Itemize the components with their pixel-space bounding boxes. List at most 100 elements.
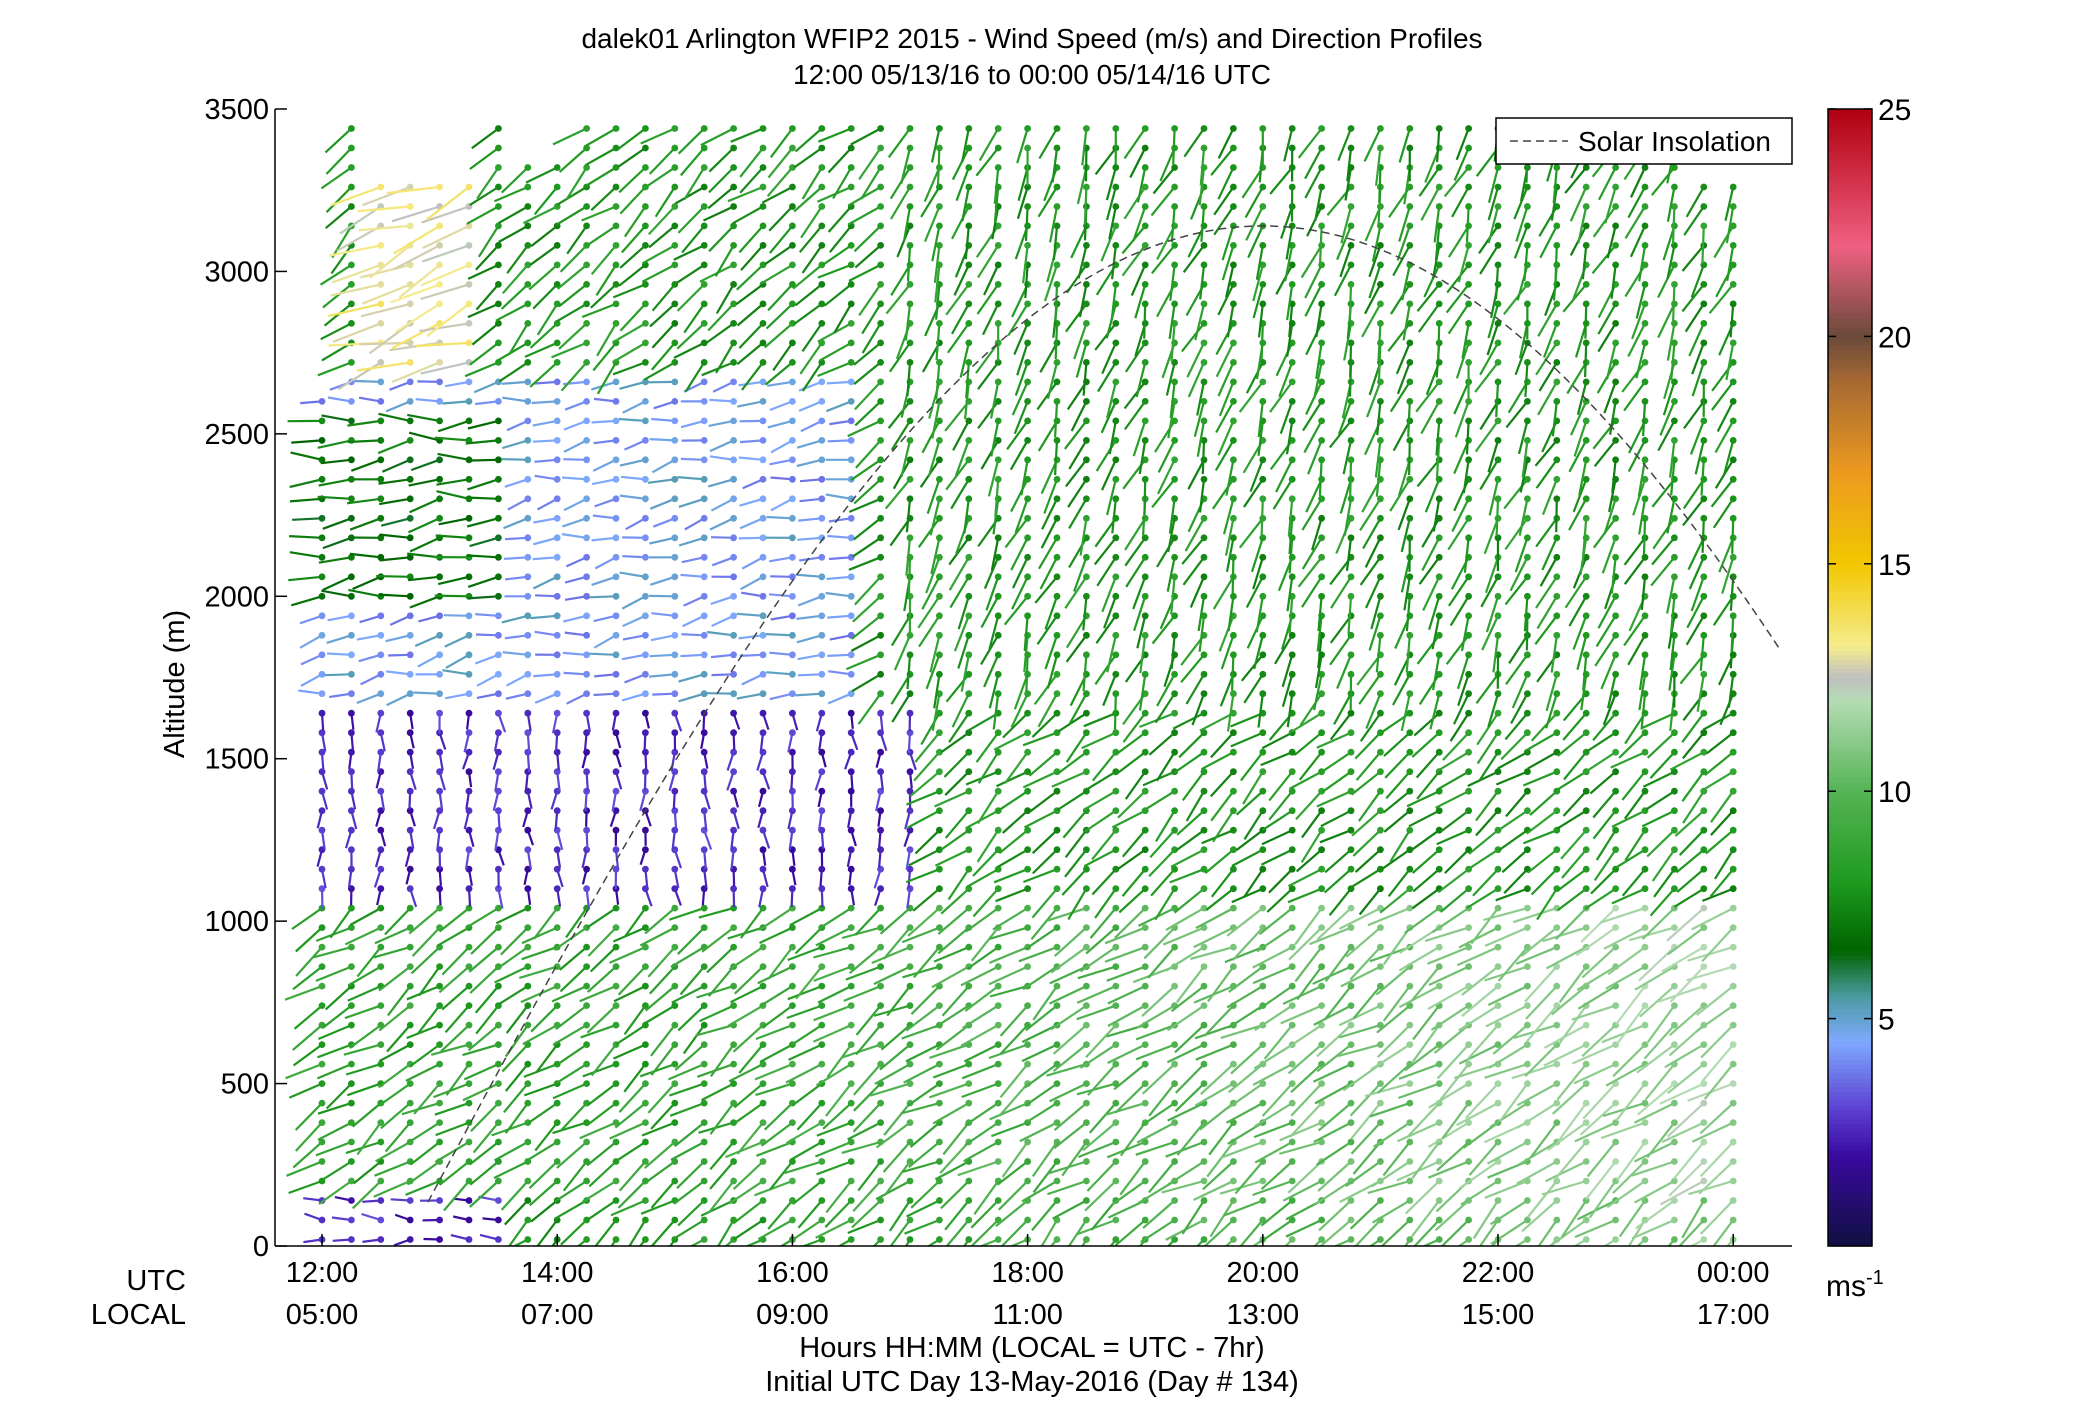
wind-barb [1121,829,1147,858]
wind-barb-dot [612,612,620,620]
wind-barb [1041,498,1058,530]
wind-barb [1342,440,1353,475]
wind-barb-dot [436,1060,443,1068]
wind-barb [643,1004,676,1025]
wind-barb [683,595,705,607]
wind-barb [812,1024,852,1043]
wind-barb-dot [965,417,973,425]
wind-barb [1455,342,1470,379]
wind-barb [621,653,646,661]
wind-barb [1148,1082,1176,1117]
wind-barb-dot [1171,690,1178,698]
wind-barb-dot [906,534,914,542]
wind-barb [649,673,675,678]
wind-barb [1049,1082,1087,1103]
wind-barb [1437,770,1470,791]
wind-barb [1514,537,1529,573]
wind-barb [586,1004,617,1034]
wind-barb [738,456,764,461]
wind-barb-dot [1318,1080,1325,1087]
wind-barb [344,926,382,946]
wind-barb [1339,478,1353,514]
wind-barb [327,302,382,318]
wind-barb [1094,654,1117,686]
wind-barb [978,1238,999,1246]
wind-barb-dot [1288,943,1296,951]
wind-barb [619,186,647,215]
wind-barb [827,439,852,443]
wind-barb [1110,284,1117,321]
wind-barb [855,1004,882,1036]
wind-barb [408,431,440,442]
wind-barb [1294,946,1323,982]
wind-barb-dot [730,612,737,620]
wind-barb [980,634,1000,665]
wind-barb-dot [318,885,326,893]
wind-barb-dot [377,1119,385,1126]
wind-barb-dot [1553,320,1561,327]
wind-barb-dot [730,398,737,405]
wind-barb [960,1024,999,1047]
wind-barb [1220,1140,1264,1159]
wind-barb-dot [1494,865,1502,873]
wind-barb-dot [759,1119,767,1126]
wind-barb [991,1121,1028,1138]
wind-barb-dot [642,1216,649,1224]
wind-barb [1076,1004,1117,1021]
wind-barb [315,965,352,982]
wind-barb-dot [1494,183,1502,191]
wind-barb-dot [406,748,414,756]
wind-barb [1182,244,1205,273]
wind-barb [815,1219,852,1239]
wind-barb-dot [1141,573,1149,581]
wind-barb-dot [377,729,385,737]
wind-barb [445,1063,470,1096]
wind-barb [650,634,676,642]
wind-barb-dot [1288,1177,1296,1185]
wind-barb [559,946,588,971]
wind-barb-dot [1524,398,1531,405]
wind-barb [715,283,735,315]
wind-barb [1200,1063,1235,1096]
wind-barb-dot [1053,904,1061,912]
wind-barb-dot [936,963,943,970]
wind-barb-dot [730,573,737,581]
wind-barb [1363,128,1382,162]
wind-barb [942,1121,970,1155]
wind-barb-dot [789,963,796,970]
wind-barb [1123,186,1147,220]
wind-barb-dot [495,729,502,737]
wind-barb [522,1024,558,1046]
wind-barb [498,205,529,225]
wind-barb [828,670,852,676]
wind-barb [1064,576,1088,609]
wind-barb-dot [553,514,561,522]
wind-barb [1174,1024,1205,1054]
wind-barb-dot [759,222,767,230]
wind-barb-dot [1200,1236,1208,1243]
wind-barb-dot [1259,768,1267,776]
wind-barb-dot [1318,1177,1325,1185]
wind-barb [701,926,735,953]
wind-barb-dot [524,261,532,269]
wind-barb [1428,1082,1470,1109]
wind-barb [409,497,441,514]
wind-barb [465,439,499,445]
wind-barb [1545,693,1558,729]
wind-barb [1367,907,1411,927]
wind-barb-dot [1553,1177,1561,1185]
wind-barb [1254,1141,1293,1164]
wind-barb-dot [583,963,590,970]
wind-barb [421,244,470,263]
wind-barb [1547,1121,1587,1151]
wind-barb-dot [1494,1041,1502,1048]
wind-barb [1398,1063,1440,1080]
wind-barb [436,490,470,500]
wind-barb-dot [553,904,561,912]
wind-barb [1157,459,1176,495]
wind-barb-dot [1230,261,1237,269]
wind-barb-dot [495,748,502,756]
wind-barb [317,1024,352,1041]
wind-barb-dot [1347,1099,1355,1107]
wind-barb [1100,459,1117,491]
